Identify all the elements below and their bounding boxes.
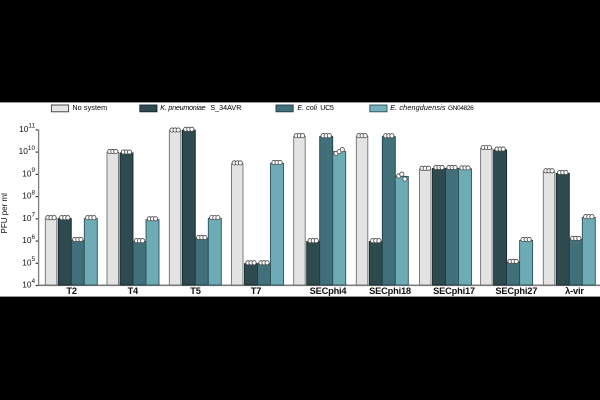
svg-text:107: 107: [22, 212, 35, 223]
svg-text:T7: T7: [251, 286, 261, 296]
svg-text:105: 105: [22, 256, 35, 267]
svg-text:1011: 1011: [19, 123, 35, 134]
svg-text:108: 108: [22, 189, 35, 200]
svg-text:109: 109: [22, 167, 35, 178]
svg-text:T5: T5: [190, 286, 200, 296]
svg-text:104: 104: [22, 278, 35, 289]
svg-text:No system: No system: [72, 103, 107, 112]
svg-text:SECphi27: SECphi27: [495, 286, 537, 296]
svg-text:SECphi4: SECphi4: [310, 286, 348, 296]
svg-text:1010: 1010: [19, 145, 36, 156]
svg-text:PFU per ml: PFU per ml: [0, 193, 9, 234]
svg-text:T4: T4: [128, 286, 139, 296]
svg-text:SECphi18: SECphi18: [369, 286, 411, 296]
svg-text:T2: T2: [66, 286, 76, 296]
svg-text:λ-vir: λ-vir: [565, 286, 584, 296]
svg-text:106: 106: [22, 234, 35, 245]
svg-text:SECphi17: SECphi17: [433, 286, 475, 296]
